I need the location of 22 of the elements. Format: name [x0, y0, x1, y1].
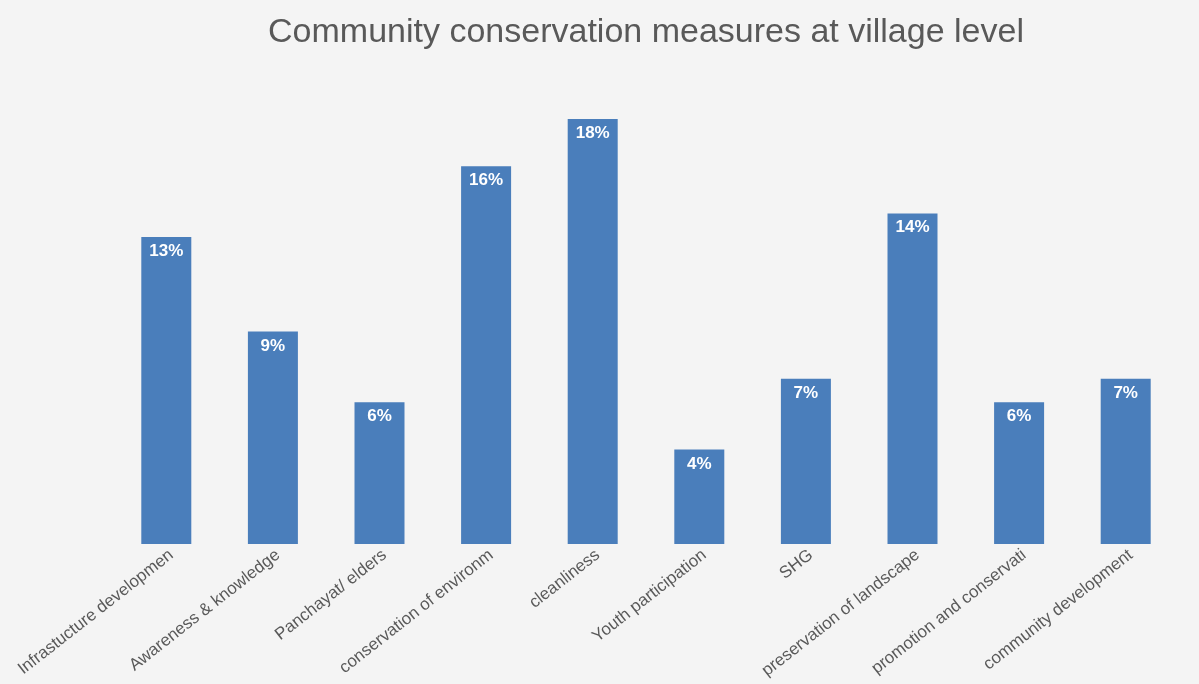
- bar: [887, 213, 938, 544]
- data-label: 7%: [1113, 382, 1138, 402]
- bar: [994, 402, 1045, 544]
- bar: [780, 378, 831, 544]
- data-label: 6%: [367, 406, 392, 426]
- bar: [354, 402, 405, 544]
- bar: [461, 166, 512, 544]
- bar: [141, 237, 192, 544]
- bar: [1100, 378, 1151, 544]
- data-label: 13%: [149, 241, 184, 261]
- data-label: 9%: [260, 335, 286, 355]
- bar: [674, 449, 725, 544]
- data-label: 7%: [793, 382, 819, 402]
- data-label: 18%: [575, 123, 610, 142]
- data-label: 14%: [895, 217, 930, 237]
- data-label: 4%: [687, 453, 712, 473]
- data-label: 16%: [469, 170, 504, 190]
- bar: [567, 119, 618, 544]
- x-tick-label: SHG: [775, 544, 817, 583]
- chart-title: Community conservation measures at village level: [268, 11, 1024, 49]
- data-label: 6%: [1006, 406, 1032, 426]
- bar: [247, 331, 298, 544]
